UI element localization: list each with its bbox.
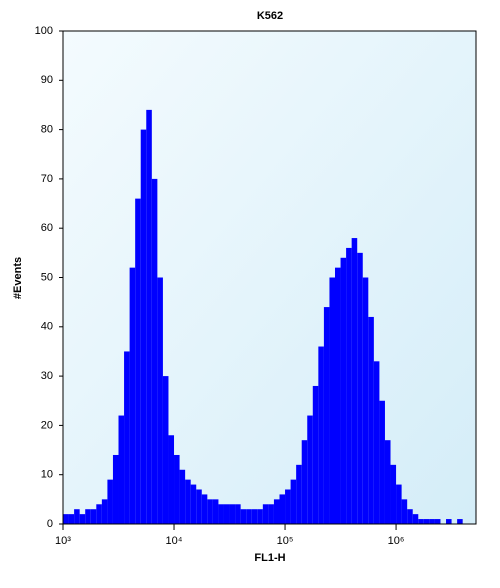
bar <box>74 509 80 524</box>
y-tick-label: 100 <box>35 25 53 37</box>
bar <box>118 415 125 524</box>
bar <box>235 504 241 524</box>
y-tick-label: 60 <box>41 222 53 234</box>
bar <box>174 454 180 524</box>
bar <box>124 351 130 524</box>
bar <box>135 198 141 524</box>
bar <box>423 519 430 524</box>
bar <box>340 257 347 524</box>
bar <box>201 494 208 524</box>
bar <box>373 361 380 524</box>
y-tick-label: 30 <box>41 370 53 382</box>
x-axis-label: FL1-H <box>254 552 285 564</box>
y-tick-label: 90 <box>41 74 53 86</box>
bar <box>307 415 313 524</box>
bar <box>357 252 363 524</box>
y-axis-label: #Events <box>12 257 24 299</box>
bar <box>179 469 186 524</box>
bar <box>185 479 191 524</box>
bar <box>240 509 247 524</box>
bar <box>279 494 286 524</box>
bar <box>334 267 341 524</box>
bar <box>368 316 374 524</box>
bar <box>85 509 91 524</box>
bar <box>129 267 136 524</box>
bar <box>68 514 75 524</box>
y-tick-label: 0 <box>47 518 53 530</box>
bar <box>301 440 308 524</box>
bar <box>107 479 113 524</box>
bar <box>251 509 258 524</box>
bar <box>96 504 102 524</box>
bar <box>329 277 335 524</box>
bar <box>362 277 369 524</box>
y-tick-label: 80 <box>41 124 53 136</box>
bar <box>168 435 175 524</box>
bar <box>323 307 330 524</box>
bar <box>207 499 213 524</box>
bar <box>296 464 302 524</box>
bar <box>390 464 397 524</box>
bar <box>229 504 236 524</box>
bar <box>157 277 163 524</box>
bar <box>401 499 408 524</box>
x-tick-label: 10⁵ <box>277 535 294 547</box>
bar <box>412 514 419 524</box>
bar <box>162 376 169 524</box>
bar <box>312 385 319 524</box>
bar <box>140 129 147 524</box>
bar <box>79 514 86 524</box>
y-tick-label: 20 <box>41 419 53 431</box>
bar <box>257 509 263 524</box>
y-tick-label: 10 <box>41 469 53 481</box>
bar <box>212 499 219 524</box>
bar <box>196 489 202 524</box>
y-tick-label: 70 <box>41 173 53 185</box>
bar <box>434 519 441 524</box>
bar <box>223 504 230 524</box>
chart-title: K562 <box>257 10 283 22</box>
bar <box>101 499 108 524</box>
bar <box>63 514 69 524</box>
bar <box>218 504 224 524</box>
bar <box>346 247 352 525</box>
bar <box>262 504 269 524</box>
bar <box>268 504 274 524</box>
x-tick-label: 10⁶ <box>388 535 405 547</box>
bar <box>379 400 385 524</box>
bar <box>351 238 358 524</box>
bar <box>446 519 452 524</box>
bar <box>418 519 424 524</box>
y-tick-label: 50 <box>41 271 53 283</box>
bar <box>190 484 197 524</box>
bar <box>273 499 280 524</box>
bar <box>285 489 291 524</box>
bar <box>246 509 252 524</box>
x-tick-label: 10⁴ <box>166 535 183 547</box>
bar <box>318 346 324 524</box>
bar <box>112 454 119 524</box>
bar <box>407 509 413 524</box>
bar <box>146 109 152 524</box>
bar <box>151 178 158 524</box>
x-tick-label: 10³ <box>55 535 71 547</box>
bar <box>457 519 463 524</box>
bar <box>396 484 402 524</box>
bar <box>384 440 391 524</box>
bar <box>429 519 435 524</box>
y-tick-label: 40 <box>41 321 53 333</box>
bar <box>290 479 297 524</box>
bar <box>90 509 97 524</box>
